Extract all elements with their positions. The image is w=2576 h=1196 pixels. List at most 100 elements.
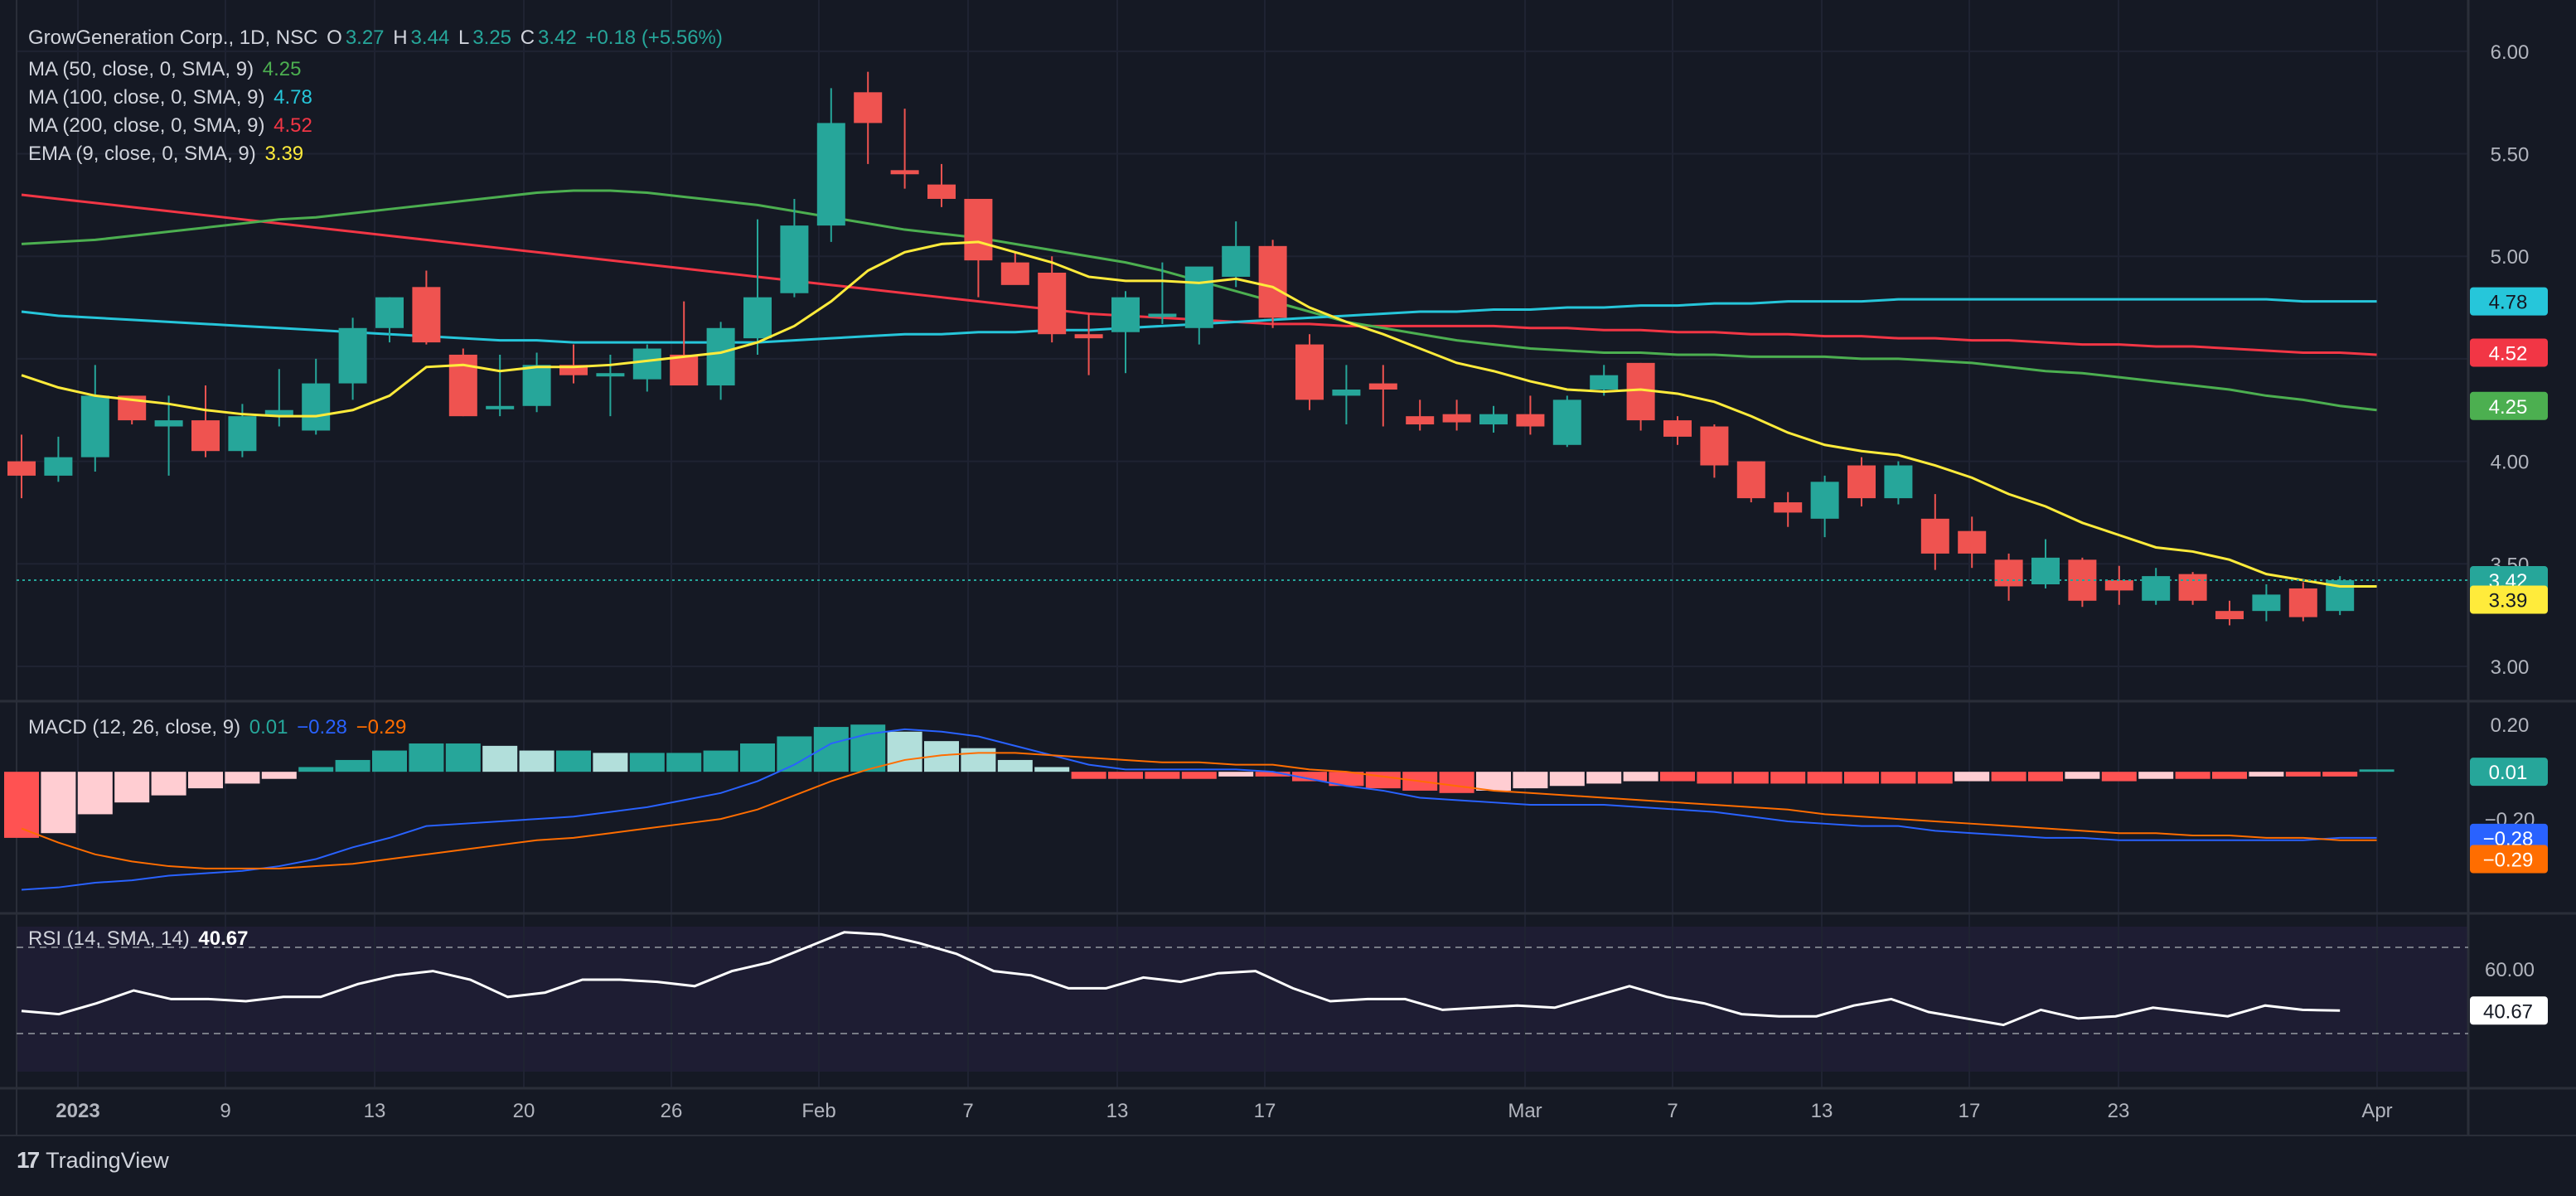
candle-body bbox=[264, 409, 293, 417]
macd-histogram-bar bbox=[1586, 772, 1622, 784]
candle-body bbox=[522, 365, 551, 406]
macd-histogram-bar bbox=[1844, 772, 1879, 784]
macd-histogram-bar bbox=[1218, 772, 1254, 777]
candle-body bbox=[743, 297, 772, 339]
rsi-label: RSI (14, SMA, 14) bbox=[28, 927, 190, 950]
price-tick-label: 4.00 bbox=[2491, 452, 2530, 474]
rsi-band-fill bbox=[17, 927, 2468, 1072]
candle-body bbox=[2215, 611, 2244, 620]
candle-body bbox=[706, 327, 735, 386]
macd-line-value: −0.28 bbox=[297, 716, 347, 738]
macd-histogram-bar bbox=[482, 745, 518, 772]
time-tick-label: 17 bbox=[1254, 1100, 1276, 1122]
candle-body bbox=[2288, 588, 2317, 617]
candle-body bbox=[816, 123, 845, 226]
tradingview-logo[interactable]: 17 TradingView bbox=[17, 1147, 169, 1174]
legend-ma50[interactable]: MA (50, close, 0, SMA, 9) 4.25 bbox=[28, 56, 305, 83]
candle-body bbox=[1295, 344, 1324, 400]
macd-histogram-bar bbox=[2028, 772, 2063, 782]
macd-histogram-bar bbox=[41, 772, 76, 834]
candle-body bbox=[228, 416, 257, 452]
candle-body bbox=[1958, 530, 1987, 554]
macd-histogram-bar bbox=[556, 750, 591, 772]
macd-histogram-bar bbox=[1071, 772, 1106, 779]
macd-histogram-bar bbox=[225, 772, 260, 784]
ma50-label: MA (50, close, 0, SMA, 9) bbox=[28, 58, 254, 80]
macd-line-tag-bg bbox=[2470, 823, 2548, 852]
macd-signal-tag: −0.29 bbox=[2483, 850, 2534, 872]
candle-body bbox=[632, 348, 661, 380]
candle-body bbox=[1074, 334, 1103, 339]
candle-body bbox=[854, 92, 883, 123]
macd-histogram-bar bbox=[261, 772, 297, 779]
macd-histogram-bar bbox=[1549, 772, 1585, 787]
macd-label: MACD (12, 26, close, 9) bbox=[28, 716, 241, 738]
macd-hist-tag-bg bbox=[2470, 758, 2548, 787]
legend-ma100[interactable]: MA (100, close, 0, SMA, 9) 4.78 bbox=[28, 85, 316, 111]
time-tick-label: 13 bbox=[1106, 1100, 1129, 1122]
candle-body bbox=[80, 395, 109, 458]
ma100-label: MA (100, close, 0, SMA, 9) bbox=[28, 86, 265, 109]
macd-histogram-bar bbox=[77, 772, 113, 815]
macd-histogram-bar bbox=[997, 759, 1033, 772]
ema9-label: EMA (9, close, 0, SMA, 9) bbox=[28, 143, 256, 165]
rsi-value-tag-bg bbox=[2470, 996, 2548, 1025]
macd-histogram-bar bbox=[1329, 772, 1364, 787]
macd-histogram-bar bbox=[4, 772, 39, 838]
time-tick-label: 23 bbox=[2108, 1100, 2130, 1122]
macd-histogram-bar bbox=[1697, 772, 1732, 784]
candle-body bbox=[1038, 273, 1067, 335]
candle-body bbox=[1736, 461, 1765, 499]
macd-histogram-bar bbox=[703, 750, 738, 772]
low-label: L bbox=[458, 27, 470, 49]
ma50-value: 4.25 bbox=[262, 58, 302, 80]
macd-histogram-bar bbox=[151, 772, 186, 796]
macd-histogram-bar bbox=[1807, 772, 1842, 784]
time-tick-label: 9 bbox=[220, 1100, 230, 1122]
time-tick-label: 20 bbox=[513, 1100, 535, 1122]
candle-body bbox=[964, 198, 993, 261]
ma200-price-tag: 4.52 bbox=[2489, 342, 2528, 365]
macd-histogram-bar bbox=[519, 750, 554, 772]
candle-body bbox=[1516, 414, 1545, 427]
macd-histogram-bar bbox=[1770, 772, 1806, 784]
ema9-price-tag-bg bbox=[2470, 585, 2548, 614]
macd-histogram-bar bbox=[1255, 772, 1290, 777]
macd-histogram-bar bbox=[188, 772, 223, 789]
macd-signal-line bbox=[21, 752, 2377, 869]
macd-histogram-bar bbox=[1954, 772, 1990, 782]
change-value: +0.18 (+5.56%) bbox=[585, 27, 723, 49]
macd-histogram-bar bbox=[887, 731, 922, 772]
macd-histogram-bar bbox=[2175, 772, 2210, 779]
macd-histogram-bar bbox=[1292, 772, 1327, 782]
macd-histogram-bar bbox=[1991, 772, 2026, 782]
macd-histogram-bar bbox=[2359, 769, 2394, 772]
macd-histogram-bar bbox=[2322, 772, 2358, 777]
candle-body bbox=[596, 373, 625, 377]
legend-ema9[interactable]: EMA (9, close, 0, SMA, 9) 3.39 bbox=[28, 141, 307, 167]
candle-body bbox=[191, 420, 220, 452]
legend-rsi[interactable]: RSI (14, SMA, 14) 40.67 bbox=[28, 926, 251, 952]
macd-histogram-bar bbox=[2101, 772, 2137, 782]
candle-body bbox=[412, 287, 441, 343]
ma100-price-tag: 4.78 bbox=[2489, 292, 2528, 314]
ma200-value: 4.52 bbox=[274, 114, 312, 137]
ma50-price-tag-bg bbox=[2470, 391, 2548, 420]
candle-body bbox=[1920, 518, 1949, 554]
macd-histogram-bar bbox=[1108, 772, 1143, 779]
legend-ma200[interactable]: MA (200, close, 0, SMA, 9) 4.52 bbox=[28, 113, 316, 139]
candle-body bbox=[2252, 594, 2281, 612]
macd-histogram-bar bbox=[372, 750, 407, 772]
price-tick-label: 5.00 bbox=[2491, 246, 2530, 269]
ma100-price-tag-bg bbox=[2470, 287, 2548, 316]
macd-histogram-bar bbox=[2138, 772, 2174, 779]
macd-hist-value: 0.01 bbox=[249, 716, 288, 738]
candle-body bbox=[1258, 245, 1287, 318]
macd-histogram-bar bbox=[1181, 772, 1217, 779]
macd-signal-value: −0.29 bbox=[356, 716, 407, 738]
candle-body bbox=[2178, 574, 2207, 601]
legend-macd[interactable]: MACD (12, 26, close, 9) 0.01 −0.28 −0.29 bbox=[28, 714, 409, 741]
low-value: 3.25 bbox=[472, 27, 512, 49]
